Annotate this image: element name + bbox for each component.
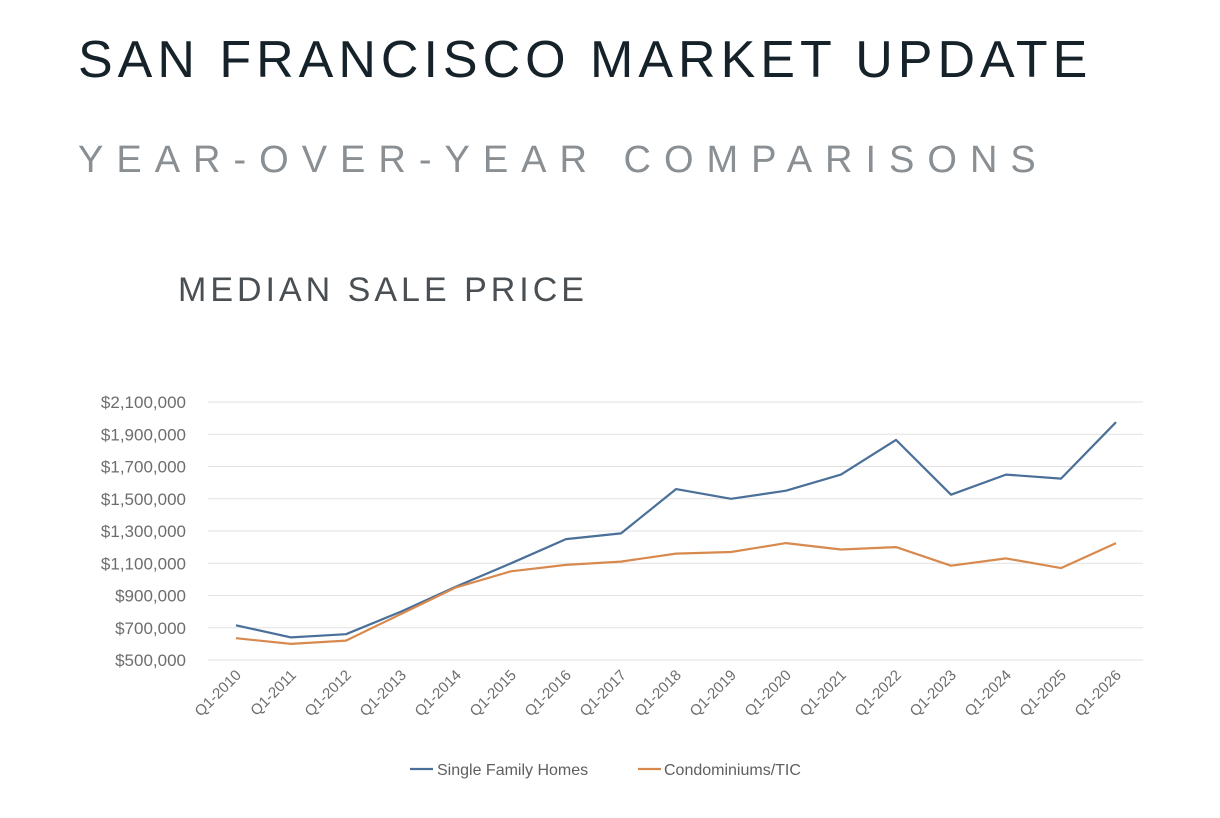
data-point — [509, 569, 514, 574]
data-point — [564, 562, 569, 567]
x-tick-label: Q1-2013 — [357, 667, 410, 720]
data-point — [729, 549, 734, 554]
chart-title: MEDIAN SALE PRICE — [178, 271, 588, 309]
data-point — [619, 531, 624, 536]
x-tick-label: Q1-2026 — [1072, 667, 1125, 720]
data-point — [839, 472, 844, 477]
data-point — [289, 635, 294, 640]
data-point — [289, 641, 294, 646]
data-point — [894, 545, 899, 550]
x-tick-label: Q1-2020 — [742, 667, 795, 720]
x-tick-label: Q1-2019 — [687, 667, 740, 720]
y-tick-label: $1,300,000 — [101, 522, 186, 541]
legend-label: Condominiums/TIC — [664, 762, 801, 779]
y-tick-label: $1,700,000 — [101, 458, 186, 477]
data-point — [509, 561, 514, 566]
series-line-condominiums-tic — [235, 541, 1117, 646]
page-subtitle: YEAR-OVER-YEAR COMPARISONS — [78, 139, 1049, 181]
x-tick-label: Q1-2025 — [1017, 667, 1070, 720]
data-point — [784, 541, 789, 546]
x-tick-label: Q1-2010 — [192, 667, 245, 720]
data-point — [344, 632, 349, 637]
data-point — [1004, 556, 1009, 561]
x-tick-label: Q1-2012 — [302, 667, 355, 720]
data-point — [674, 551, 679, 556]
data-point — [234, 636, 239, 641]
x-tick-label: Q1-2024 — [962, 667, 1015, 720]
y-tick-label: $1,100,000 — [101, 554, 186, 573]
x-tick-label: Q1-2021 — [797, 667, 850, 720]
data-point — [619, 559, 624, 564]
data-point — [234, 623, 239, 628]
x-tick-label: Q1-2017 — [577, 667, 630, 720]
series-line-single-family-homes — [235, 421, 1117, 639]
data-point — [399, 609, 404, 614]
x-tick-label: Q1-2014 — [412, 667, 465, 720]
y-tick-label: $700,000 — [115, 619, 186, 638]
y-tick-label: $1,900,000 — [101, 425, 186, 444]
x-tick-label: Q1-2023 — [907, 667, 960, 720]
data-point — [454, 585, 459, 590]
x-tick-label: Q1-2016 — [522, 667, 575, 720]
y-tick-label: $500,000 — [115, 651, 186, 670]
data-point — [454, 584, 459, 589]
data-point — [839, 547, 844, 552]
data-point — [784, 488, 789, 493]
data-point — [1114, 541, 1119, 546]
data-point — [1059, 566, 1064, 571]
data-point — [674, 487, 679, 492]
y-tick-label: $900,000 — [115, 587, 186, 606]
data-point — [1114, 420, 1119, 425]
data-point — [949, 563, 954, 568]
data-point — [1004, 472, 1009, 477]
page-title: SAN FRANCISCO MARKET UPDATE — [78, 31, 1093, 89]
y-tick-label: $1,500,000 — [101, 490, 186, 509]
data-point — [729, 496, 734, 501]
x-tick-label: Q1-2015 — [467, 667, 520, 720]
y-tick-label: $2,100,000 — [101, 393, 186, 412]
data-point — [399, 612, 404, 617]
x-tick-label: Q1-2018 — [632, 667, 685, 720]
x-tick-label: Q1-2022 — [852, 667, 905, 720]
data-point — [344, 638, 349, 643]
data-point — [564, 537, 569, 542]
data-point — [949, 492, 954, 497]
data-point — [894, 437, 899, 442]
legend-label: Single Family Homes — [437, 762, 588, 779]
x-tick-label: Q1-2011 — [247, 667, 300, 720]
data-point — [1059, 476, 1064, 481]
